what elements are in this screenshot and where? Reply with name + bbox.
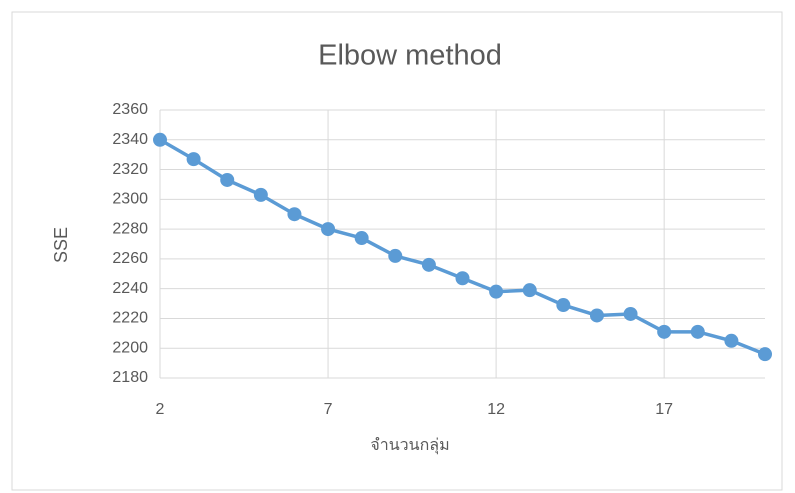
y-axis-label: SSE xyxy=(51,227,71,263)
data-point xyxy=(287,207,302,222)
data-point xyxy=(489,284,504,299)
data-point xyxy=(186,152,201,167)
data-point xyxy=(421,257,436,272)
y-tick-label: 2360 xyxy=(112,101,148,118)
y-tick-label: 2340 xyxy=(112,131,148,148)
y-tick-label: 2280 xyxy=(112,220,148,237)
x-tick-label: 2 xyxy=(156,401,165,418)
data-point xyxy=(758,347,772,362)
data-point xyxy=(253,187,268,202)
data-point xyxy=(690,324,705,339)
data-point xyxy=(623,306,638,321)
data-point xyxy=(455,271,470,286)
data-point xyxy=(153,132,167,147)
data-point xyxy=(220,172,235,187)
data-point xyxy=(321,222,336,237)
data-point xyxy=(589,308,604,323)
y-tick-label: 2180 xyxy=(112,369,148,386)
chart-title: Elbow method xyxy=(318,40,502,72)
y-tick-label: 2240 xyxy=(112,280,148,297)
data-point xyxy=(556,298,571,313)
y-tick-label: 2320 xyxy=(112,161,148,178)
y-tick-label: 2300 xyxy=(112,191,148,208)
data-point xyxy=(388,248,403,263)
x-tick-label: 17 xyxy=(655,401,673,418)
data-point xyxy=(354,231,369,246)
y-tick-label: 2220 xyxy=(112,310,148,327)
data-point xyxy=(657,324,672,339)
x-tick-label: 12 xyxy=(487,401,505,418)
x-tick-label: 7 xyxy=(324,401,333,418)
data-point xyxy=(724,333,739,348)
y-tick-label: 2200 xyxy=(112,339,148,356)
x-axis-label: จำนวนกลุ่ม xyxy=(370,437,449,455)
y-tick-label: 2260 xyxy=(112,250,148,267)
data-point xyxy=(522,283,537,298)
